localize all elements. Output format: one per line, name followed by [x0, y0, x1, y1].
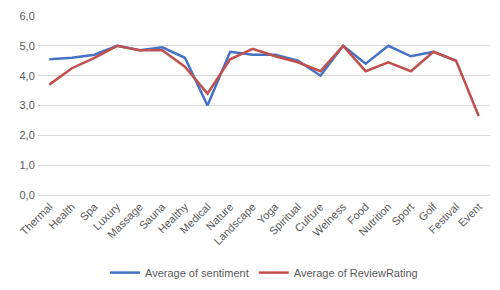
svg-text:Spa: Spa [77, 200, 100, 223]
svg-text:Spiritual: Spiritual [267, 201, 304, 238]
svg-text:Nutrition: Nutrition [356, 201, 393, 238]
svg-text:0,0: 0,0 [20, 189, 35, 201]
svg-text:Nature: Nature [204, 201, 236, 233]
svg-text:Sauna: Sauna [137, 200, 169, 232]
svg-text:Landscape: Landscape [211, 201, 258, 248]
svg-text:5,0: 5,0 [20, 40, 35, 52]
svg-text:Medical: Medical [178, 201, 213, 236]
svg-text:1,0: 1,0 [20, 159, 35, 171]
svg-text:2,0: 2,0 [20, 129, 35, 141]
svg-text:Food: Food [345, 201, 371, 227]
svg-text:6,0: 6,0 [20, 10, 35, 22]
svg-text:4,0: 4,0 [20, 70, 35, 82]
svg-text:Event: Event [456, 201, 484, 229]
svg-text:Festival: Festival [426, 201, 461, 236]
svg-text:Golf: Golf [416, 200, 439, 223]
svg-text:Culture: Culture [292, 201, 326, 235]
svg-text:Health: Health [46, 201, 77, 232]
svg-text:Thermal: Thermal [18, 201, 55, 238]
svg-text:Yoga: Yoga [255, 200, 282, 227]
svg-text:Sport: Sport [389, 201, 416, 228]
svg-text:Average of sentiment: Average of sentiment [145, 267, 249, 279]
svg-text:Welness: Welness [310, 200, 349, 239]
svg-text:Massage: Massage [105, 201, 145, 241]
svg-text:3,0: 3,0 [20, 99, 35, 111]
svg-text:Luxury: Luxury [91, 200, 123, 232]
svg-text:Average of ReviewRating: Average of ReviewRating [294, 267, 418, 279]
svg-text:Healthy: Healthy [155, 200, 190, 235]
